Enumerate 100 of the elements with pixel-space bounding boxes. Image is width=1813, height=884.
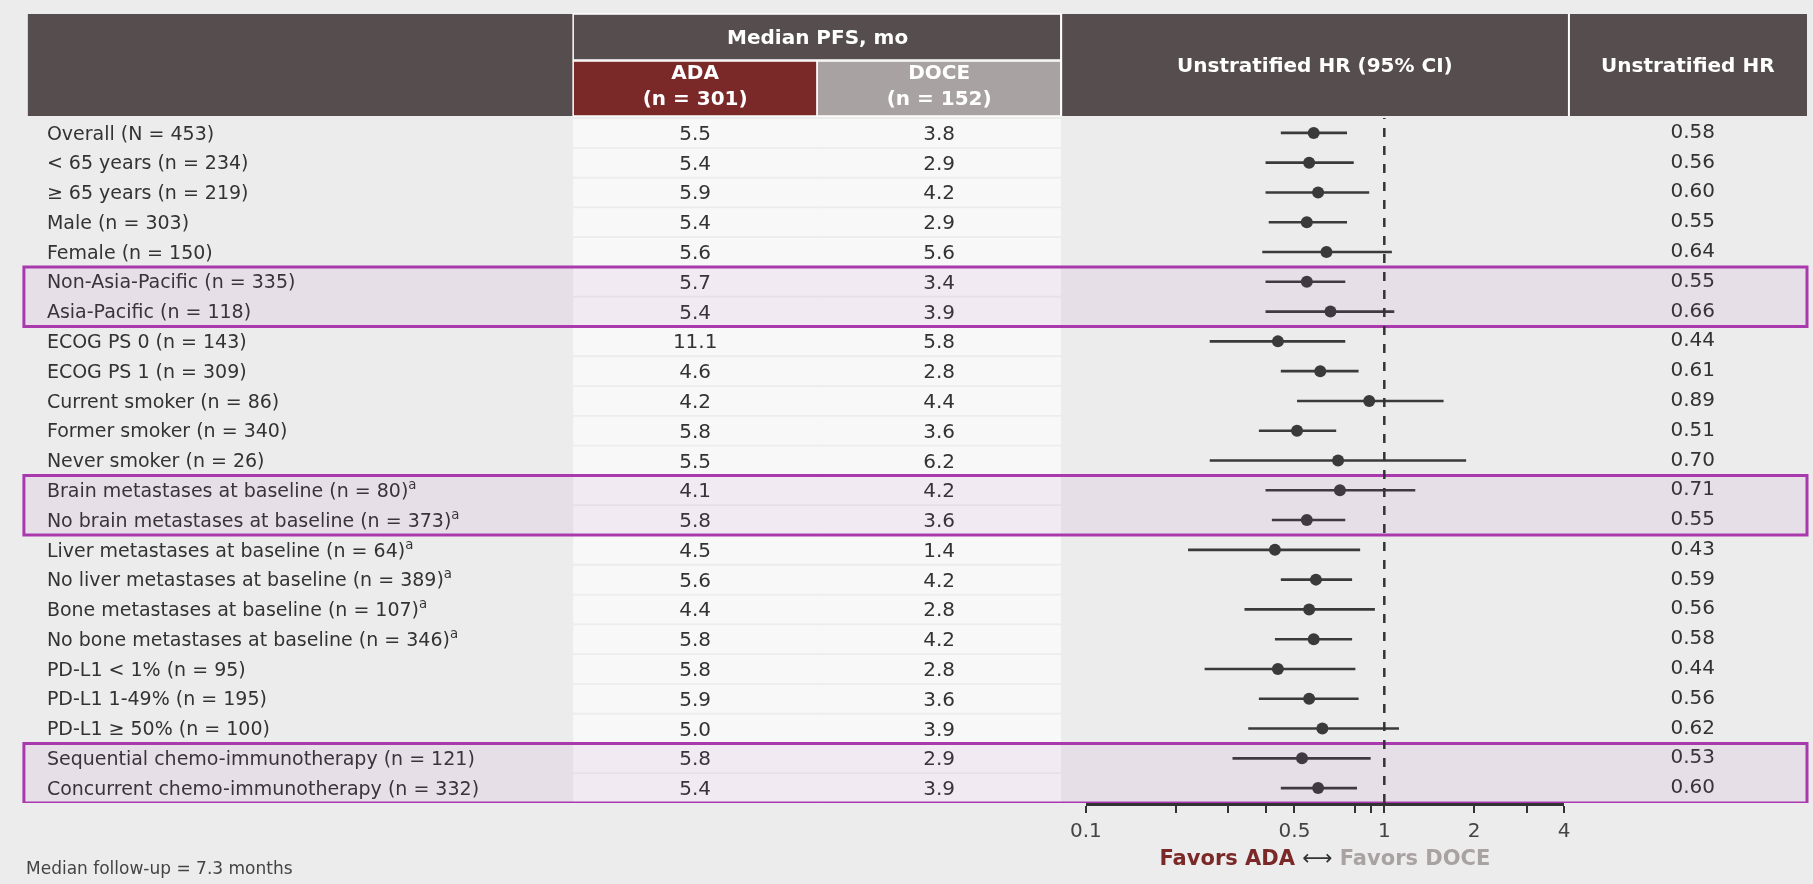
data-label: 6.2 bbox=[923, 448, 956, 473]
data-label: 5.9 bbox=[679, 180, 712, 205]
data-label: 5.8 bbox=[679, 508, 712, 533]
data-label: 5.5 bbox=[679, 448, 712, 473]
point bbox=[1309, 573, 1322, 586]
x-tick-label: 1 bbox=[1377, 818, 1391, 842]
y-tick-label: Brain metastases at baseline (n = 80)$^{a}$ bbox=[46, 476, 417, 501]
data-label: 2.8 bbox=[923, 656, 956, 681]
y-tick-label: ECOG PS 1 (n = 309) bbox=[46, 359, 247, 382]
data-label: 1.4 bbox=[923, 537, 956, 562]
y-tick-label: No brain metastases at baseline (n = 373)$^{a}$ bbox=[46, 506, 460, 531]
data-label: 2.9 bbox=[923, 746, 956, 771]
data-label: 0.58 bbox=[1670, 625, 1715, 650]
data-label: 0.44 bbox=[1670, 654, 1715, 679]
data-label: 2.8 bbox=[923, 359, 956, 384]
y-tick-label: No liver metastases at baseline (n = 389)$^{a}$ bbox=[46, 566, 452, 591]
data-label: 0.56 bbox=[1670, 148, 1715, 173]
data-label: 2.9 bbox=[923, 210, 956, 235]
data-label: 0.59 bbox=[1670, 565, 1715, 590]
data-label: 3.8 bbox=[923, 120, 956, 145]
point bbox=[1300, 216, 1313, 229]
x-tick-label: 2 bbox=[1467, 818, 1481, 842]
y-tick-label: Sequential chemo-immunotherapy (n = 121) bbox=[46, 746, 475, 769]
data-label: 5.0 bbox=[679, 716, 712, 741]
data-label: 5.7 bbox=[679, 269, 712, 294]
data-label: 0.60 bbox=[1670, 178, 1715, 203]
point bbox=[1316, 722, 1329, 735]
data-label: 5.8 bbox=[679, 656, 712, 681]
y-tick-label: < 65 years (n = 234) bbox=[46, 151, 249, 174]
data-label: 0.58 bbox=[1670, 118, 1715, 143]
y-tick-label: Overall (N = 453) bbox=[46, 121, 215, 144]
data-label: 3.4 bbox=[923, 269, 956, 294]
x-axis-title: Favors ADA ⟷ Favors DOCE bbox=[1159, 846, 1491, 871]
data-label: 0.60 bbox=[1670, 774, 1715, 799]
data-label: 4.2 bbox=[923, 567, 956, 592]
data-label: 2.8 bbox=[923, 597, 956, 622]
point bbox=[1303, 603, 1316, 616]
x-tick-label: 4 bbox=[1557, 818, 1571, 842]
y-tick-label: PD-L1 ≥ 50% (n = 100) bbox=[46, 717, 270, 740]
point bbox=[1312, 782, 1325, 795]
data-label: 5.4 bbox=[679, 299, 712, 324]
data-label: 5.8 bbox=[923, 329, 956, 354]
data-label: 0.55 bbox=[1670, 267, 1715, 292]
point bbox=[1307, 633, 1320, 646]
data-label: 0.53 bbox=[1670, 744, 1715, 769]
data-label: 4.2 bbox=[923, 627, 956, 652]
data-label: 5.4 bbox=[679, 210, 712, 235]
data-label: 5.8 bbox=[679, 627, 712, 652]
point bbox=[1303, 156, 1316, 169]
data-label: 4.2 bbox=[679, 388, 712, 413]
data-label: 0.55 bbox=[1670, 208, 1715, 233]
data-label: 0.55 bbox=[1670, 506, 1715, 531]
x-tick-label: 0.5 bbox=[1278, 818, 1311, 842]
point bbox=[1296, 752, 1309, 765]
data-label: 0.89 bbox=[1670, 386, 1715, 411]
x-tick-label: 0.1 bbox=[1069, 818, 1102, 842]
y-tick-label: Asia-Pacific (n = 118) bbox=[46, 300, 252, 323]
data-label: 0.62 bbox=[1670, 714, 1715, 739]
data-label: 5.4 bbox=[679, 776, 712, 801]
point bbox=[1300, 275, 1313, 288]
data-label: 3.9 bbox=[923, 776, 956, 801]
data-label: 5.5 bbox=[679, 120, 712, 145]
data-label: 5.8 bbox=[679, 746, 712, 771]
y-tick-label: Female (n = 150) bbox=[46, 240, 213, 263]
y-tick-label: Bone metastases at baseline (n = 107)$^{a}$ bbox=[46, 596, 428, 621]
data-label: 0.70 bbox=[1670, 446, 1715, 471]
data-label: 4.4 bbox=[679, 597, 712, 622]
x-tick-label: DOCE (n = 152) bbox=[886, 60, 992, 110]
data-label: 3.9 bbox=[923, 716, 956, 741]
point bbox=[1300, 514, 1313, 527]
data-label: 0.51 bbox=[1670, 416, 1715, 441]
text: Median follow-up = 7.3 months bbox=[26, 858, 293, 878]
chart-title: Median PFS, mo bbox=[727, 25, 909, 49]
point bbox=[1314, 365, 1327, 378]
data-label: 4.6 bbox=[679, 359, 712, 384]
data-label: 0.64 bbox=[1670, 238, 1715, 263]
text: Unstratified HR bbox=[1601, 53, 1775, 77]
data-label: 3.6 bbox=[923, 686, 956, 711]
data-label: 0.56 bbox=[1670, 595, 1715, 620]
data-label: 5.9 bbox=[679, 686, 712, 711]
y-tick-label: No bone metastases at baseline (n = 346)$^{a}$ bbox=[46, 625, 459, 650]
point bbox=[1324, 305, 1337, 318]
data-label: 5.6 bbox=[923, 240, 956, 265]
data-label: 0.66 bbox=[1670, 297, 1715, 322]
y-tick-label: Former smoker (n = 340) bbox=[46, 419, 288, 442]
point bbox=[1332, 454, 1345, 467]
y-tick-label: ECOG PS 0 (n = 143) bbox=[46, 330, 247, 353]
data-label: 5.6 bbox=[679, 567, 712, 592]
y-tick-label: PD-L1 1-49% (n = 195) bbox=[46, 687, 267, 710]
data-label: 4.2 bbox=[923, 180, 956, 205]
data-label: 5.8 bbox=[679, 418, 712, 443]
data-label: 3.6 bbox=[923, 418, 956, 443]
data-label: 11.1 bbox=[672, 329, 718, 354]
y-tick-label: Liver metastases at baseline (n = 64)$^{a}$ bbox=[46, 536, 414, 561]
y-tick-label: Male (n = 303) bbox=[46, 210, 190, 233]
data-label: 2.9 bbox=[923, 150, 956, 175]
data-label: 3.6 bbox=[923, 508, 956, 533]
data-label: 0.43 bbox=[1670, 535, 1715, 560]
data-label: 0.44 bbox=[1670, 327, 1715, 352]
point bbox=[1303, 692, 1316, 705]
